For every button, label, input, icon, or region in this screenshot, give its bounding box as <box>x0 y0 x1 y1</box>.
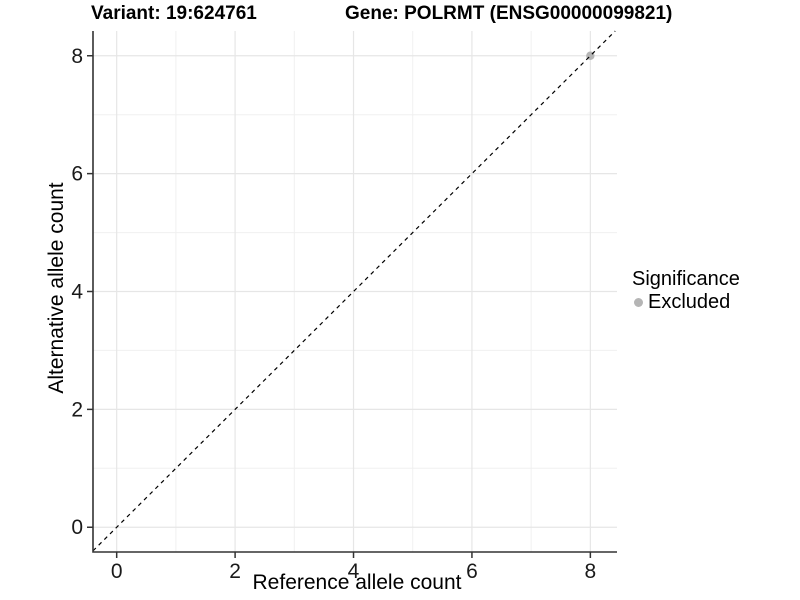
x-tick-label: 4 <box>348 560 360 583</box>
y-tick-label: 4 <box>71 281 83 304</box>
identity-line <box>92 30 616 552</box>
y-tick-label: 6 <box>71 163 83 186</box>
axis-lines <box>92 31 617 553</box>
legend-entry-label: Excluded <box>648 291 731 313</box>
y-tick-label: 8 <box>71 45 83 68</box>
legend: Significance Excluded <box>632 267 740 313</box>
y-tick-label: 2 <box>71 398 83 421</box>
y-tick-label: 0 <box>71 516 83 539</box>
legend-point-swatch <box>634 297 643 307</box>
y-axis-title: Alternative allele count <box>45 182 68 394</box>
x-tick-label: 0 <box>111 560 123 583</box>
x-tick-label: 2 <box>229 560 241 583</box>
variant-title: Variant: 19:624761 <box>91 3 257 24</box>
legend-title: Significance <box>632 268 740 290</box>
x-axis-title: Reference allele count <box>252 571 462 594</box>
gene-title: Gene: POLRMT (ENSG00000099821) <box>345 3 673 24</box>
x-tick-label: 6 <box>466 560 478 583</box>
x-tick-label: 8 <box>585 560 597 583</box>
legend-entry-excluded: Excluded <box>632 291 740 313</box>
